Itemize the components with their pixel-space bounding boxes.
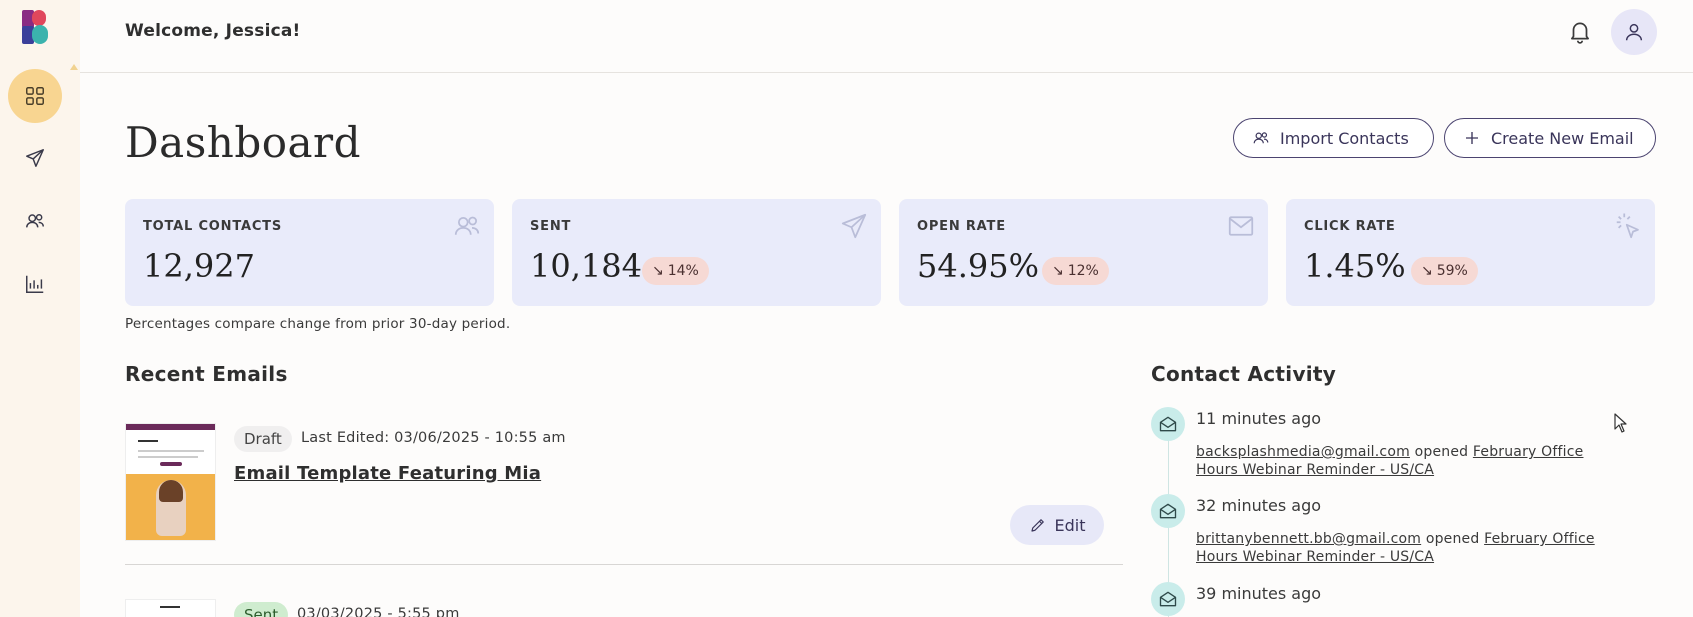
stat-value: 54.95% [917,247,1040,285]
users-icon [454,216,480,235]
users-icon [26,214,44,228]
plus-icon [1466,132,1478,144]
user-avatar-button[interactable] [1611,9,1657,55]
sidebar-item-contacts[interactable] [8,194,62,248]
email-subject-link[interactable]: February Office Hours Webinar Reminder -… [1196,444,1584,478]
contact-activity-heading: Contact Activity [1151,362,1337,386]
sidebar [0,0,80,617]
arrow-down-right-icon: ↘ [1421,263,1433,279]
list-item: Draft Last Edited: 03/06/2025 - 10:55 am… [125,423,1123,563]
mail-open-icon [1151,407,1185,441]
stat-label: TOTAL CONTACTS [143,219,283,234]
stats-note: Percentages compare change from prior 30… [125,316,511,332]
stat-value: 1.45% [1304,247,1406,285]
arrow-down-right-icon: ↘ [1052,263,1064,279]
user-icon [1625,23,1643,41]
recent-emails-heading: Recent Emails [125,362,288,386]
sidebar-collapse-tip [70,64,78,70]
bell-icon[interactable] [1567,18,1593,44]
bar-chart-icon [26,275,44,293]
stat-delta-value: 59% [1436,263,1468,279]
sidebar-item-dashboard[interactable] [8,69,62,123]
stat-value: 12,927 [143,247,255,285]
click-icon [1616,213,1639,239]
stat-card-click-rate: CLICK RATE 1.45% ↘ 59% [1286,199,1655,306]
activity-time: 32 minutes ago [1196,496,1322,515]
stat-label: CLICK RATE [1304,219,1396,234]
create-new-email-label: Create New Email [1491,128,1634,148]
edit-label: Edit [1054,515,1086,535]
import-contacts-button[interactable]: Import Contacts [1233,118,1434,158]
divider [125,564,1123,565]
stat-delta-badge: ↘ 14% [642,257,709,285]
activity-description: brittanybennett.bb@gmail.com opened Febr… [1196,530,1626,566]
stat-delta-value: 14% [667,263,699,279]
mail-open-icon [1151,494,1185,528]
activity-time: 39 minutes ago [1196,584,1322,603]
send-icon [26,149,44,167]
top-header: Welcome, Jessica! [80,0,1693,73]
stat-card-total-contacts: TOTAL CONTACTS 12,927 [125,199,494,306]
status-badge: Sent [234,602,289,617]
email-thumbnail[interactable] [125,599,216,617]
email-subject-link[interactable]: February Office Hours Webinar Reminder -… [1196,531,1595,565]
import-contacts-label: Import Contacts [1280,128,1409,148]
email-title-link[interactable]: Email Template Featuring Mia [234,463,542,484]
list-item: Sent 03/03/2025 - 5:55 pm [125,599,1123,617]
create-new-email-button[interactable]: Create New Email [1444,118,1656,158]
activity-verb: opened [1425,531,1480,547]
sidebar-item-reports[interactable] [8,257,62,311]
arrow-down-right-icon: ↘ [652,263,664,279]
users-icon [1253,132,1269,144]
contact-email-link[interactable]: brittanybennett.bb@gmail.com [1196,531,1422,547]
stat-delta-badge: ↘ 59% [1411,257,1478,285]
mail-icon [1228,216,1254,236]
last-edited-text: Last Edited: 03/06/2025 - 10:55 am [301,430,566,446]
app-logo[interactable] [20,10,52,46]
status-badge: Draft [234,426,292,452]
sent-date-text: 03/03/2025 - 5:55 pm [297,606,460,617]
stat-card-open-rate: OPEN RATE 54.95% ↘ 12% [899,199,1268,306]
activity-verb: opened [1414,444,1469,460]
mouse-cursor-icon [1614,413,1627,433]
stat-card-sent: SENT 10,184 ↘ 14% [512,199,881,306]
page-title: Dashboard [125,118,361,167]
stat-label: OPEN RATE [917,219,1006,234]
activity-description: backsplashmedia@gmail.com opened Februar… [1196,443,1626,479]
email-thumbnail[interactable] [125,423,216,541]
mail-open-icon [1151,582,1185,616]
sidebar-item-emails[interactable] [8,131,62,185]
send-icon [841,213,867,239]
stat-label: SENT [530,219,572,234]
grid-icon [26,87,44,105]
stat-value: 10,184 [530,247,642,285]
welcome-message: Welcome, Jessica! [125,21,301,41]
stat-delta-badge: ↘ 12% [1042,257,1109,285]
activity-time: 11 minutes ago [1196,409,1322,428]
stat-delta-value: 12% [1067,263,1099,279]
edit-button[interactable]: Edit [1010,505,1104,545]
contact-email-link[interactable]: backsplashmedia@gmail.com [1196,444,1410,460]
pencil-icon [1030,519,1044,532]
